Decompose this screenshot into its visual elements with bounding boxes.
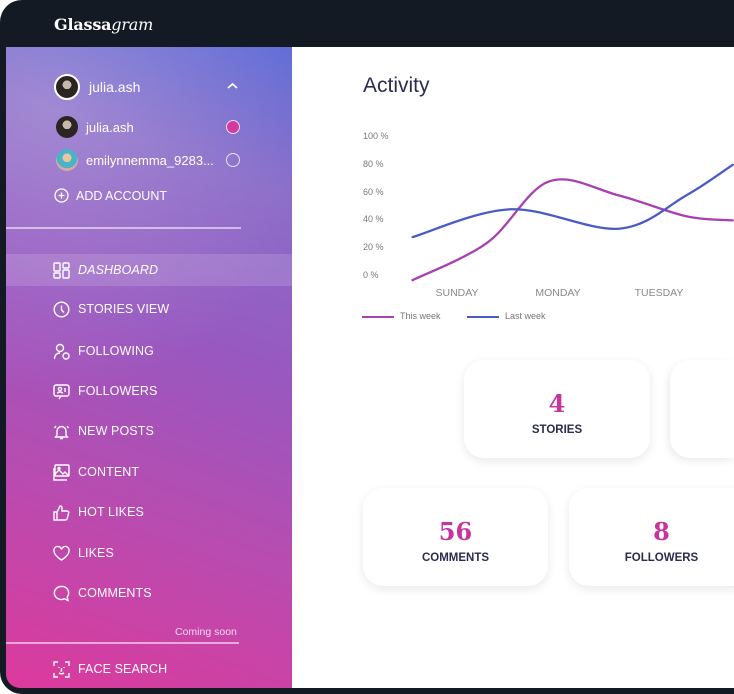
- image-icon: [53, 463, 70, 481]
- nav-item-stories-view[interactable]: STORIES VIEW: [6, 293, 292, 325]
- logo: Glassagram: [54, 15, 154, 34]
- nav-label: FACE SEARCH: [78, 662, 168, 676]
- x-tick-label: MONDAY: [535, 287, 581, 299]
- add-account-button[interactable]: ADD ACCOUNT: [76, 189, 167, 203]
- clock-icon: [53, 300, 70, 318]
- y-tick-label: 80 %: [363, 158, 384, 169]
- nav-label: LIKES: [78, 546, 114, 560]
- main-content: Activity 0 % 20 % 40 % 60 % 80 % 100 % SUNDAY M…: [292, 47, 734, 688]
- y-tick-label: 100 %: [363, 131, 389, 141]
- account-avatar: [56, 149, 78, 171]
- stat-value: 8: [653, 517, 670, 546]
- nav-label: HOT LIKES: [78, 505, 144, 519]
- y-tick-label: 20 %: [363, 242, 384, 253]
- stat-card-stories[interactable]: 4 STORIES: [464, 360, 650, 458]
- series-line-last-week: [411, 163, 734, 239]
- y-tick-label: 0 %: [363, 270, 379, 280]
- y-tick-label: 40 %: [363, 214, 384, 225]
- heart-icon: [53, 545, 70, 561]
- stat-label: COMMENTS: [421, 552, 490, 564]
- nav-label: CONTENT: [78, 465, 140, 479]
- followers-icon: [53, 383, 70, 399]
- account-item-name[interactable]: emilynnemma_9283...: [86, 153, 214, 168]
- comment-icon: [53, 585, 70, 602]
- stat-card-followers[interactable]: 8 FOLLOWERS: [569, 488, 734, 586]
- avatar[interactable]: [54, 74, 80, 100]
- y-tick-label: 60 %: [363, 186, 384, 197]
- plus-circle-icon: [54, 188, 69, 203]
- page-title: Activity: [363, 74, 430, 97]
- nav-item-face-search[interactable]: FACE SEARCH: [6, 653, 292, 685]
- sidebar: julia.ash julia.ash emilynnemma_9283... …: [6, 47, 292, 688]
- stat-label: FOLLOWERS: [624, 552, 699, 564]
- account-radio[interactable]: [226, 153, 240, 167]
- stat-value: 4: [548, 389, 566, 418]
- nav-label: FOLLOWERS: [78, 384, 158, 398]
- top-bar: Glassagram: [0, 0, 734, 47]
- account-avatar: [56, 116, 78, 138]
- nav-label: STORIES VIEW: [78, 302, 170, 316]
- dashboard-icon: [53, 261, 70, 279]
- chevron-up-icon[interactable]: [227, 82, 238, 90]
- user-follow-icon: [53, 343, 70, 360]
- account-radio-selected[interactable]: [226, 120, 240, 134]
- nav-item-new-posts[interactable]: NEW POSTS: [6, 415, 292, 447]
- nav-label: FOLLOWING: [78, 344, 154, 358]
- bell-icon: [53, 425, 70, 439]
- divider: [6, 642, 239, 644]
- account-item-name[interactable]: julia.ash: [86, 120, 134, 135]
- legend-label: Last week: [505, 311, 546, 321]
- series-line-this-week: [411, 178, 734, 282]
- current-account-name[interactable]: julia.ash: [89, 79, 141, 95]
- nav-label: COMMENTS: [78, 586, 152, 600]
- stat-card-comments[interactable]: 56 COMMENTS: [363, 488, 548, 586]
- divider: [6, 227, 241, 229]
- nav-item-comments[interactable]: COMMENTS: [6, 577, 292, 609]
- nav-item-likes[interactable]: LIKES: [6, 537, 292, 569]
- chart-plot: [362, 163, 734, 318]
- thumbs-up-icon: [53, 504, 70, 521]
- face-scan-icon: [53, 660, 70, 678]
- stat-label: STORIES: [531, 424, 583, 436]
- stat-value: 56: [438, 517, 473, 546]
- x-tick-label: TUESDAY: [634, 287, 684, 299]
- coming-soon-label: Coming soon: [175, 626, 237, 638]
- nav-item-dashboard[interactable]: DASHBOARD: [6, 254, 292, 286]
- nav-item-following[interactable]: FOLLOWING: [6, 335, 292, 367]
- nav-label: DASHBOARD: [78, 263, 159, 277]
- stat-card-partial[interactable]: [670, 360, 734, 458]
- nav-label: NEW POSTS: [78, 424, 154, 438]
- legend-label: This week: [400, 311, 441, 321]
- nav-item-content[interactable]: CONTENT: [6, 456, 292, 488]
- x-tick-label: SUNDAY: [435, 287, 479, 299]
- nav-item-hot-likes[interactable]: HOT LIKES: [6, 496, 292, 528]
- nav-item-followers[interactable]: FOLLOWERS: [6, 375, 292, 407]
